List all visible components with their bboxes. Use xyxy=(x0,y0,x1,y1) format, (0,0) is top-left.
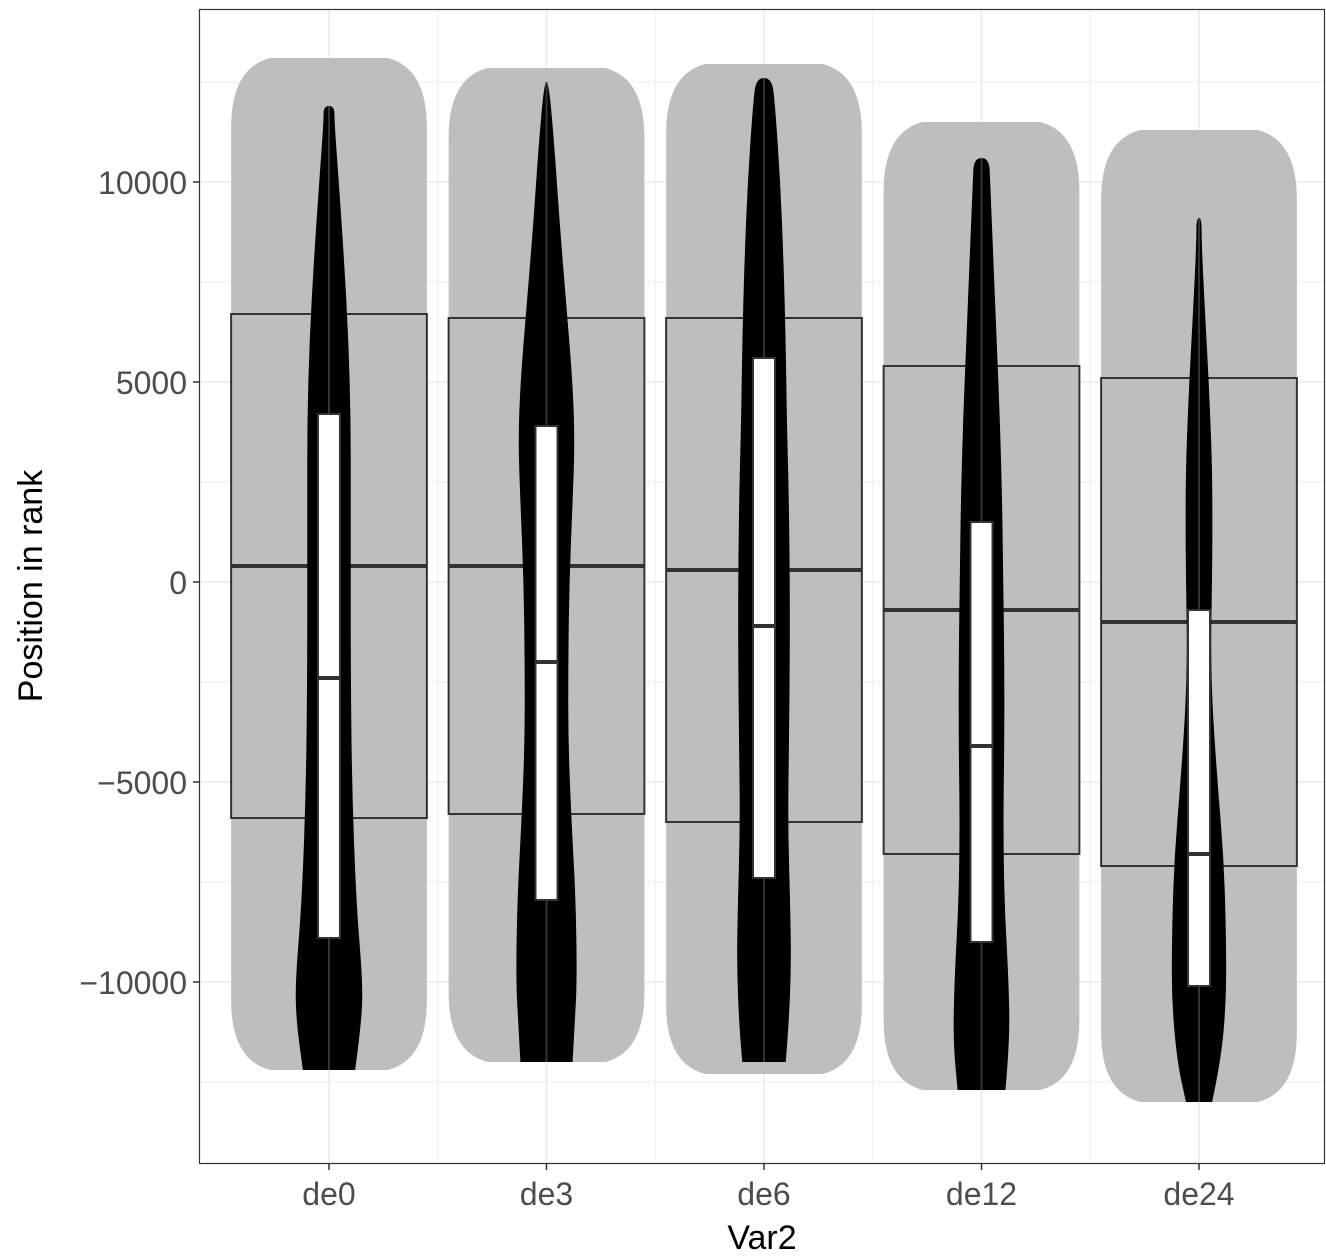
y-tick-label: 5000 xyxy=(116,365,187,401)
y-axis-ticks: 10000 5000 0 −5000 −10000 xyxy=(79,165,199,1001)
x-tick-label: de6 xyxy=(737,1176,790,1212)
x-tick-label: de0 xyxy=(302,1176,355,1212)
y-axis-title: Position in rank xyxy=(12,469,50,702)
x-tick-label: de24 xyxy=(1163,1176,1234,1212)
x-tick-label: de3 xyxy=(520,1176,573,1212)
x-axis-ticks: de0 de3 de6 de12 de24 xyxy=(302,1164,1235,1212)
x-tick-label: de12 xyxy=(946,1176,1017,1212)
inner-box-de24 xyxy=(1187,609,1211,987)
x-axis-title: Var2 xyxy=(727,1219,796,1255)
y-tick-label: 0 xyxy=(169,565,187,601)
panel-border xyxy=(198,8,1326,1165)
y-tick-label: 10000 xyxy=(98,165,187,201)
inner-boxes xyxy=(317,357,1211,987)
y-tick-label: −10000 xyxy=(79,965,187,1001)
inner-box-de12 xyxy=(969,521,994,943)
inner-box-de6 xyxy=(752,357,776,879)
y-tick-label: −5000 xyxy=(97,765,187,801)
